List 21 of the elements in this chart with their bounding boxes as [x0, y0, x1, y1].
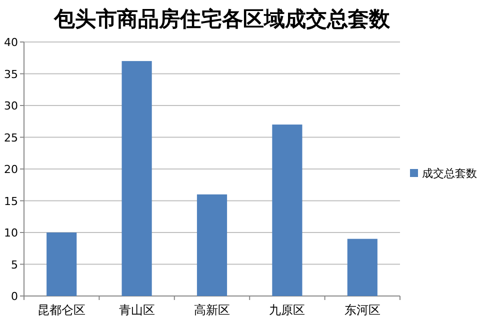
y-tick-label: 0: [11, 290, 18, 303]
bar: [122, 61, 152, 296]
bar: [196, 194, 228, 296]
y-tick-label: 35: [4, 68, 18, 81]
y-tick-label: 15: [4, 194, 18, 208]
y-tick-label: 25: [4, 131, 18, 144]
bar: [46, 232, 77, 296]
x-tick-label: 九原区: [269, 303, 306, 317]
x-tick-label: 东河区: [344, 303, 380, 317]
chart-title: 包头市商品房住宅各区域成交总套数: [53, 7, 391, 31]
y-tick-label: 10: [4, 226, 18, 240]
y-tick-label: 30: [4, 100, 18, 112]
y-tick-label: 5: [11, 258, 18, 272]
y-tick-label: 20: [4, 163, 18, 176]
x-tick-label: 高新区: [194, 303, 230, 317]
legend-label: 成交总套数: [422, 167, 477, 180]
bar: [347, 238, 378, 296]
y-tick-label: 40: [4, 36, 18, 49]
x-tick-label: 青山区: [118, 303, 155, 317]
bar: [272, 124, 302, 296]
x-tick-label: 昆都仑区: [38, 303, 86, 317]
